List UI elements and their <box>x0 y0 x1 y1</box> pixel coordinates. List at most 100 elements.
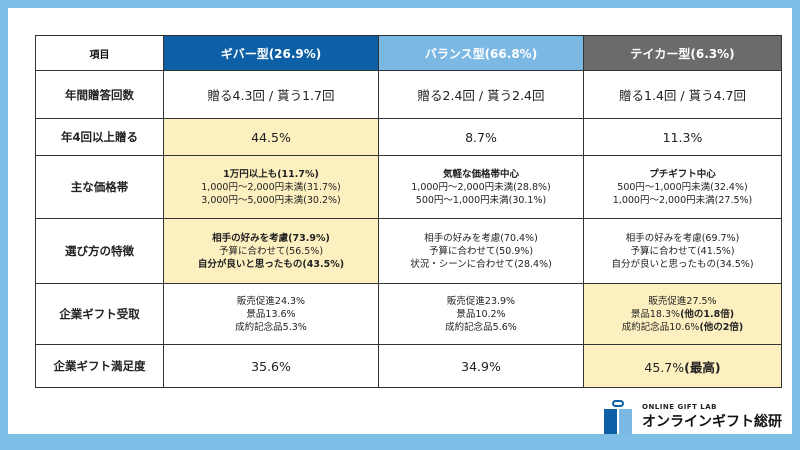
header-taker: テイカー型(6.3%) <box>583 35 782 71</box>
cell-text: 景品18.3% <box>630 308 681 320</box>
cell-line: 1,000円〜2,000円未満(31.7%) <box>164 181 378 194</box>
row-label: 選び方の特徴 <box>35 218 164 284</box>
cell-line: 11.3% <box>584 130 781 145</box>
cell-giver: 1万円以上も(11.7%) 1,000円〜2,000円未満(31.7%) 3,000… <box>163 155 379 219</box>
table-row: 企業ギフト満足度 35.6% 34.9% 45.7%(最高) <box>35 344 782 388</box>
cell-line: 相手の好みを考慮(73.9%) <box>164 232 378 245</box>
cell-line: 景品13.6% <box>164 308 378 321</box>
cell-line: 45.7%(最高) <box>584 357 781 376</box>
cell-line: 成約記念品10.6%(他の2倍) <box>584 321 781 334</box>
cell-balance: 気軽な価格帯中心 1,000円〜2,000円未満(28.8%) 500円〜1,000… <box>378 155 584 219</box>
cell-line: 予算に合わせて(50.9%) <box>379 245 583 258</box>
row-label: 企業ギフト満足度 <box>35 344 164 388</box>
row-label: 年間贈答回数 <box>35 70 164 119</box>
cell-text: 45.7% <box>644 359 685 375</box>
cell-line: 相手の好みを考慮(69.7%) <box>584 232 781 245</box>
cell-text: 44.5% <box>251 129 291 145</box>
cell-taker: 贈る1.4回 / 貰う4.7回 <box>583 70 782 119</box>
cell-text: 自分が良いと思ったもの(34.5%) <box>611 258 754 270</box>
cell-balance: 贈る2.4回 / 貰う2.4回 <box>378 70 584 119</box>
cell-text: 11.3% <box>662 129 703 145</box>
row-label: 企業ギフト受取 <box>35 283 164 345</box>
cell-line: 8.7% <box>379 130 583 145</box>
cell-line: 予算に合わせて(41.5%) <box>584 245 781 258</box>
cell-text: 景品13.6% <box>246 308 296 320</box>
cell-line: 成約記念品5.6% <box>379 321 583 334</box>
table-row: 選び方の特徴 相手の好みを考慮(73.9%) 予算に合わせて(56.5%) 自分が良い… <box>35 218 782 284</box>
cell-balance: 34.9% <box>378 344 584 388</box>
cell-text: 予算に合わせて(56.5%) <box>218 245 324 257</box>
cell-taker: 販売促進27.5% 景品18.3%(他の1.8倍) 成約記念品10.6%(他の2倍) <box>583 283 782 345</box>
cell-balance: 8.7% <box>378 118 584 156</box>
cell-taker: 相手の好みを考慮(69.7%) 予算に合わせて(41.5%) 自分が良いと思ったもの… <box>583 218 782 284</box>
header-balance: バランス型(66.8%) <box>378 35 584 71</box>
cell-text: 35.6% <box>251 358 291 374</box>
cell-text: 1,000円〜2,000円未満(31.7%) <box>201 181 341 193</box>
cell-giver: 贈る4.3回 / 貰う1.7回 <box>163 70 379 119</box>
logo: ONLINE GIFT LAB オンラインギフト総研 <box>604 400 782 434</box>
cell-line: 自分が良いと思ったもの(43.5%) <box>164 258 378 271</box>
gift-box-icon <box>604 400 632 434</box>
cell-line: 販売促進23.9% <box>379 295 583 308</box>
cell-text: 3,000円〜5,000円未満(30.2%) <box>201 194 341 206</box>
cell-taker: 11.3% <box>583 118 782 156</box>
header-row: 項目 ギバー型(26.9%) バランス型(66.8%) テイカー型(6.3%) <box>35 35 782 71</box>
cell-line: 贈る2.4回 / 貰う2.4回 <box>379 85 583 104</box>
row-label: 主な価格帯 <box>35 155 164 219</box>
cell-text: 34.9% <box>461 358 501 374</box>
cell-text: 予算に合わせて(41.5%) <box>630 245 735 257</box>
cell-line: 1,000円〜2,000円未満(27.5%) <box>584 194 781 207</box>
cell-text: 1,000円〜2,000円未満(28.8%) <box>411 181 551 193</box>
cell-text: 相手の好みを考慮(69.7%) <box>625 232 740 244</box>
cell-text: 販売促進24.3% <box>236 295 306 307</box>
header-giver: ギバー型(26.9%) <box>163 35 379 71</box>
cell-balance: 相手の好みを考慮(70.4%) 予算に合わせて(50.9%) 状況・シーンに合わせて… <box>378 218 584 284</box>
cell-text: 気軽な価格帯中心 <box>442 168 519 180</box>
cell-text: 販売促進23.9% <box>446 295 516 307</box>
cell-emphasis: (他の2倍) <box>699 321 744 333</box>
cell-text: 販売促進27.5% <box>648 295 717 307</box>
cell-text: プチギフト中心 <box>649 168 716 180</box>
cell-giver: 44.5% <box>163 118 379 156</box>
cell-line: 35.6% <box>164 359 378 374</box>
logo-jp: オンラインギフト総研 <box>642 414 782 430</box>
row-label: 年4回以上贈る <box>35 118 164 156</box>
cell-text: 予算に合わせて(50.9%) <box>428 245 534 257</box>
cell-text: 相手の好みを考慮(73.9%) <box>212 232 330 244</box>
cell-balance: 販売促進23.9% 景品10.2% 成約記念品5.6% <box>378 283 584 345</box>
cell-emphasis: (他の1.8倍) <box>680 308 735 320</box>
cell-emphasis: (最高) <box>684 359 721 375</box>
cell-taker: 45.7%(最高) <box>583 344 782 388</box>
table-row: 主な価格帯 1万円以上も(11.7%) 1,000円〜2,000円未満(31.7%)… <box>35 155 782 219</box>
cell-text: 成約記念品5.6% <box>445 321 517 333</box>
cell-text: 贈る4.3回 / 貰う1.7回 <box>207 88 335 103</box>
table-row: 年間贈答回数 贈る4.3回 / 貰う1.7回 贈る2.4回 / 貰う2.4回 贈る1.… <box>35 70 782 119</box>
cell-line: 状況・シーンに合わせて(28.4%) <box>379 258 583 271</box>
cell-line: 44.5% <box>164 130 378 145</box>
cell-giver: 相手の好みを考慮(73.9%) 予算に合わせて(56.5%) 自分が良いと思ったもの… <box>163 218 379 284</box>
cell-line: 500円〜1,000円未満(32.4%) <box>584 181 781 194</box>
cell-line: 500円〜1,000円未満(30.1%) <box>379 194 583 207</box>
cell-text: 8.7% <box>465 129 497 145</box>
cell-text: 自分が良いと思ったもの(43.5%) <box>197 258 345 270</box>
cell-line: 1,000円〜2,000円未満(28.8%) <box>379 181 583 194</box>
cell-text: 500円〜1,000円未満(30.1%) <box>415 194 547 206</box>
logo-en: ONLINE GIFT LAB <box>642 403 718 411</box>
cell-taker: プチギフト中心 500円〜1,000円未満(32.4%) 1,000円〜2,000円… <box>583 155 782 219</box>
cell-text: 贈る2.4回 / 貰う2.4回 <box>417 88 545 103</box>
cell-line: 成約記念品5.3% <box>164 321 378 334</box>
table-row: 企業ギフト受取 販売促進24.3% 景品13.6% 成約記念品5.3% 販売促進23.9… <box>35 283 782 345</box>
cell-line: 贈る4.3回 / 貰う1.7回 <box>164 85 378 104</box>
cell-text: 1万円以上も(11.7%) <box>223 168 319 180</box>
cell-line: プチギフト中心 <box>584 168 781 181</box>
table-row: 年4回以上贈る 44.5% 8.7% 11.3% <box>35 118 782 156</box>
cell-line: 34.9% <box>379 359 583 374</box>
cell-line: 販売促進24.3% <box>164 295 378 308</box>
cell-text: 成約記念品5.3% <box>235 321 307 333</box>
cell-text: 贈る1.4回 / 貰う4.7回 <box>619 88 746 103</box>
comparison-table: 項目 ギバー型(26.9%) バランス型(66.8%) テイカー型(6.3%) … <box>35 35 782 388</box>
cell-line: 気軽な価格帯中心 <box>379 168 583 181</box>
cell-line: 贈る1.4回 / 貰う4.7回 <box>584 85 781 104</box>
cell-text: 景品10.2% <box>456 308 506 320</box>
cell-line: 自分が良いと思ったもの(34.5%) <box>584 258 781 271</box>
